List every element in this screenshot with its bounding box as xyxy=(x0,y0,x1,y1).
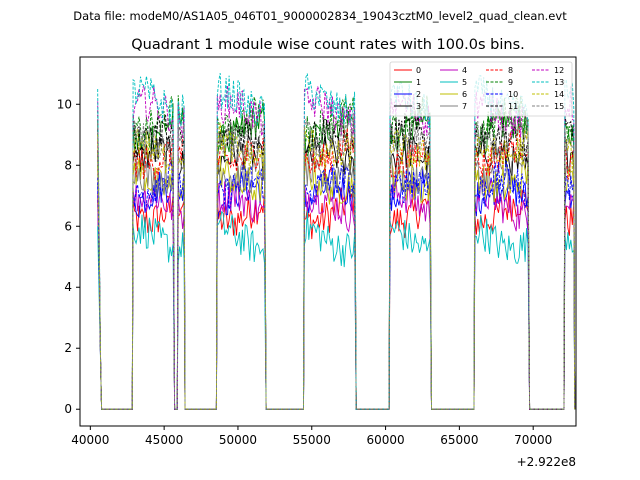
y-axis: 0 2 4 6 8 10 xyxy=(57,97,80,416)
series-line-6 xyxy=(97,155,576,410)
x-tick-label: 50000 xyxy=(219,433,257,447)
series-line-7 xyxy=(97,145,576,410)
chart-title: Quadrant 1 module wise count rates with … xyxy=(131,37,525,53)
series-line-4 xyxy=(97,177,576,410)
series-line-14 xyxy=(97,122,576,410)
x-offset-label: +2.922e8 xyxy=(517,455,576,469)
series-layer xyxy=(97,73,576,410)
legend-label-15: 15 xyxy=(554,102,564,111)
legend-label-7: 7 xyxy=(462,102,467,111)
x-axis: 40000 45000 50000 55000 60000 65000 70000 xyxy=(71,426,552,447)
legend-frame xyxy=(389,61,573,117)
plot-area-frame xyxy=(79,56,577,427)
y-tick-label: 0 xyxy=(64,402,72,416)
y-tick-label: 6 xyxy=(64,219,72,233)
legend-label-9: 9 xyxy=(508,78,513,87)
legend-label-11: 11 xyxy=(508,102,518,111)
legend-label-4: 4 xyxy=(462,66,467,75)
x-tick-label: 65000 xyxy=(440,433,478,447)
y-tick-label: 10 xyxy=(57,97,72,111)
x-tick-label: 60000 xyxy=(366,433,404,447)
legend-label-5: 5 xyxy=(462,78,467,87)
x-tick-label: 55000 xyxy=(293,433,331,447)
legend-label-10: 10 xyxy=(508,90,518,99)
y-tick-label: 4 xyxy=(64,280,72,294)
series-line-5 xyxy=(97,210,576,410)
legend-label-14: 14 xyxy=(554,90,564,99)
y-tick-label: 2 xyxy=(64,341,72,355)
legend-label-3: 3 xyxy=(416,102,421,111)
x-tick-label: 45000 xyxy=(145,433,183,447)
legend-label-1: 1 xyxy=(416,78,421,87)
suptitle: Data file: modeM0/AS1A05_046T01_90000028… xyxy=(73,9,567,23)
legend-label-0: 0 xyxy=(416,66,421,75)
legend-label-12: 12 xyxy=(554,66,564,75)
series-line-11 xyxy=(97,111,576,410)
y-tick-label: 8 xyxy=(64,158,72,172)
series-line-12 xyxy=(97,85,576,410)
series-line-8 xyxy=(97,126,576,410)
legend-label-8: 8 xyxy=(508,66,513,75)
series-line-15 xyxy=(97,112,576,410)
series-line-10 xyxy=(97,160,576,410)
x-tick-label: 70000 xyxy=(514,433,552,447)
x-tick-label: 40000 xyxy=(71,433,109,447)
legend-label-6: 6 xyxy=(462,90,467,99)
legend-label-2: 2 xyxy=(416,90,421,99)
legend-label-13: 13 xyxy=(554,78,564,87)
